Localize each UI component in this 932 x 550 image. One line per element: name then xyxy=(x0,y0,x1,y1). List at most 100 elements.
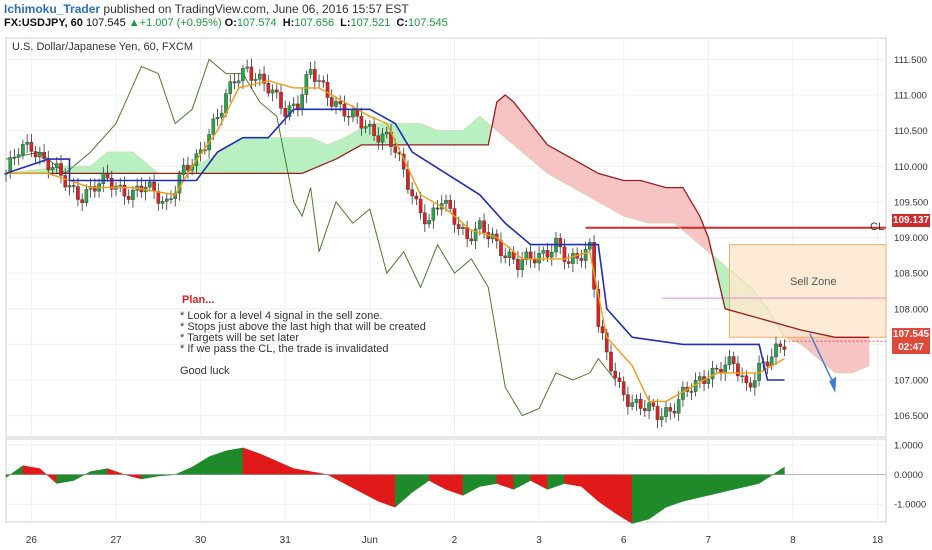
y-tick-label: 108.000 xyxy=(894,304,928,315)
last-price-tag: 107.545 xyxy=(892,328,930,341)
candle-body xyxy=(305,74,308,94)
candle-body xyxy=(635,399,638,402)
x-tick-label: 8 xyxy=(790,535,796,546)
candle-body xyxy=(161,201,164,203)
oscillator-bar xyxy=(704,475,708,497)
oscillator-bar xyxy=(459,475,463,496)
candle-body xyxy=(622,382,625,395)
candle-body xyxy=(309,69,312,74)
kumo-cloud-segment xyxy=(450,131,454,145)
candle-body xyxy=(72,185,75,186)
kumo-cloud-segment xyxy=(531,124,535,163)
kumo-cloud-segment xyxy=(306,138,310,172)
kumo-cloud-segment xyxy=(548,145,552,176)
kumo-cloud-segment xyxy=(839,337,843,373)
oscillator-bar xyxy=(751,475,755,486)
oscillator-bar xyxy=(687,475,691,501)
oscillator-bar xyxy=(501,475,505,487)
candle-body xyxy=(470,239,473,241)
sell-zone-label: Sell Zone xyxy=(790,276,836,288)
plan-line: * If we pass the CL, the trade is invali… xyxy=(180,343,389,355)
kumo-cloud-segment xyxy=(273,138,277,174)
oscillator-bar xyxy=(624,475,628,521)
oscillator-bar xyxy=(505,475,509,488)
y-tick-label: 106.500 xyxy=(894,411,928,422)
last-price-header: 107.545 xyxy=(86,17,126,29)
kumo-cloud-segment xyxy=(670,188,674,224)
x-tick-label: 31 xyxy=(280,535,292,546)
candle-body xyxy=(411,190,414,196)
kumo-cloud-segment xyxy=(251,138,255,174)
series-title: U.S. Dollar/Japanese Yen, 60, FXCM xyxy=(12,41,193,53)
candle-body xyxy=(127,196,130,199)
oscillator-bar xyxy=(370,475,374,499)
kumo-cloud-segment xyxy=(611,177,615,211)
candle-body xyxy=(186,165,189,170)
candle-body xyxy=(68,185,71,187)
author-link[interactable]: Ichimoku_Trader xyxy=(4,2,100,16)
kumo-cloud-segment xyxy=(827,335,831,369)
candle-body xyxy=(364,126,367,128)
oscillator-bar xyxy=(256,452,260,474)
kumo-cloud-segment xyxy=(603,175,607,207)
candle-body xyxy=(741,376,744,377)
kumo-cloud-segment xyxy=(577,162,581,193)
oscillator-bar xyxy=(357,475,361,493)
kumo-cloud-segment xyxy=(459,131,463,145)
kumo-cloud-segment xyxy=(124,152,128,173)
candle-body xyxy=(631,403,634,407)
kumo-cloud-segment xyxy=(74,166,78,173)
kumo-cloud-segment xyxy=(323,143,327,164)
kumo-cloud-segment xyxy=(328,143,332,163)
candle-body xyxy=(106,173,109,178)
candle-body xyxy=(766,362,769,366)
kumo-cloud-segment xyxy=(454,131,458,145)
kumo-cloud-segment xyxy=(311,138,315,170)
candle-body xyxy=(76,187,79,200)
candle-body xyxy=(715,368,718,369)
candle-body xyxy=(343,104,346,116)
oscillator-bar xyxy=(552,475,556,488)
oscillator-bar xyxy=(674,475,678,505)
oscillator-bar xyxy=(234,449,238,475)
oscillator-bar xyxy=(268,458,272,475)
candle-body xyxy=(368,124,371,126)
kumo-cloud-segment xyxy=(679,188,683,231)
chart-header: Ichimoku_Trader published on TradingView… xyxy=(0,0,932,32)
price-chart[interactable]: 26 27 30 31 Jun 2 3 6 7 8 18 111.500 111.000 110.500 1… xyxy=(0,32,932,550)
candle-body xyxy=(254,79,257,80)
oscillator-bar xyxy=(734,475,738,490)
kumo-cloud-segment xyxy=(268,138,272,174)
candle-body xyxy=(444,200,447,203)
kumo-cloud-segment xyxy=(116,152,120,173)
kumo-cloud-segment xyxy=(421,124,425,145)
kumo-cloud-segment xyxy=(294,138,298,174)
oscillator-bar xyxy=(218,452,222,474)
oscillator-bar xyxy=(725,475,729,492)
oscillator-bar xyxy=(480,475,484,487)
oscillator-bar xyxy=(573,475,577,486)
candle-body xyxy=(664,407,667,416)
candle-body xyxy=(588,242,591,249)
oscillator-bar xyxy=(476,475,480,489)
candle-body xyxy=(271,90,274,93)
candle-body xyxy=(736,364,739,376)
candle-body xyxy=(102,173,105,184)
candle-body xyxy=(347,116,350,117)
kumo-cloud-segment xyxy=(835,337,839,373)
kumo-cloud-segment xyxy=(598,173,602,204)
candle-body xyxy=(81,200,84,203)
kumo-cloud-segment xyxy=(120,152,124,173)
candle-body xyxy=(317,81,320,82)
candle-body xyxy=(13,157,16,158)
publish-line: Ichimoku_Trader published on TradingView… xyxy=(4,2,409,16)
kumo-cloud-segment xyxy=(446,131,450,145)
open-label: O: xyxy=(225,17,237,29)
candle-body xyxy=(21,144,24,154)
oscillator-bar xyxy=(691,475,695,500)
oscillator-bar xyxy=(450,475,454,493)
candle-body xyxy=(673,411,676,413)
candle-body xyxy=(34,151,37,157)
oscillator-bar xyxy=(378,475,382,503)
osc-tick-label: 0.0000 xyxy=(894,470,923,481)
